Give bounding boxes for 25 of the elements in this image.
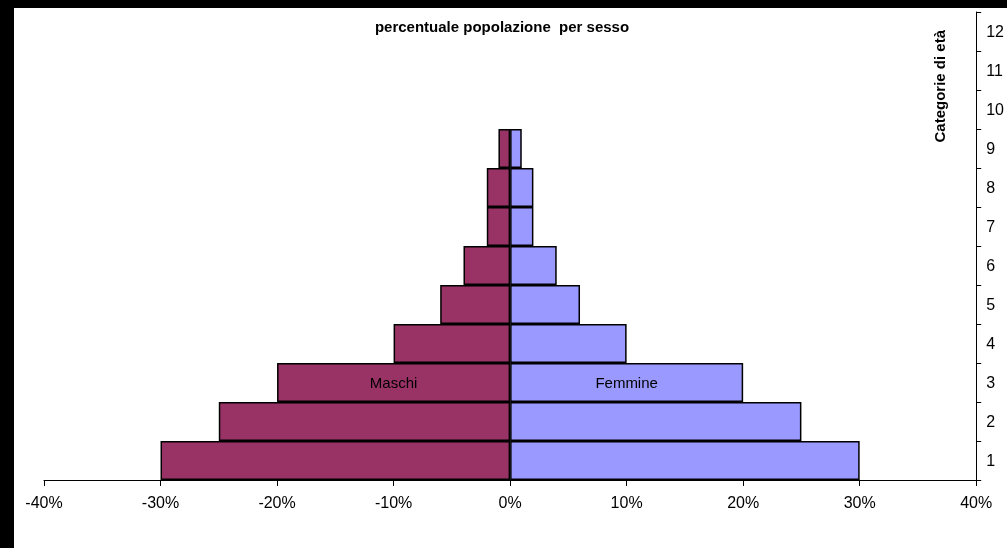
x-tick-label: -20% [258, 493, 296, 511]
y-tick-label: 11 [986, 62, 1003, 79]
y-tick-label: 12 [986, 23, 1005, 40]
y-tick-label: 2 [986, 413, 996, 430]
x-tick-label: 10% [610, 493, 643, 511]
y-tick-label: 9 [986, 140, 996, 157]
series-label: Maschi [369, 374, 418, 391]
y-tick-label: 7 [986, 218, 996, 235]
y-tick-label: 1 [986, 452, 996, 469]
y-tick-label: 6 [986, 257, 996, 274]
series-label: Femmine [595, 374, 658, 391]
x-tick-label: 20% [727, 493, 760, 511]
x-tick-label: 40% [960, 493, 993, 511]
y-tick-label: 4 [986, 335, 996, 352]
chart-title: percentuale popolazione per sesso [374, 18, 630, 35]
y-tick-label: 3 [986, 374, 996, 391]
x-tick-label: 0% [498, 493, 522, 511]
x-tick-label: -10% [374, 493, 413, 511]
y-tick-label: 5 [986, 296, 996, 313]
y-tick-label: 10 [986, 101, 1005, 118]
x-tick-label: -40% [25, 493, 63, 511]
x-tick-label: -30% [141, 493, 180, 511]
y-tick-label: 8 [986, 179, 996, 196]
x-tick-label: 30% [843, 493, 876, 511]
y-axis-title: Categorie di età [931, 29, 948, 143]
